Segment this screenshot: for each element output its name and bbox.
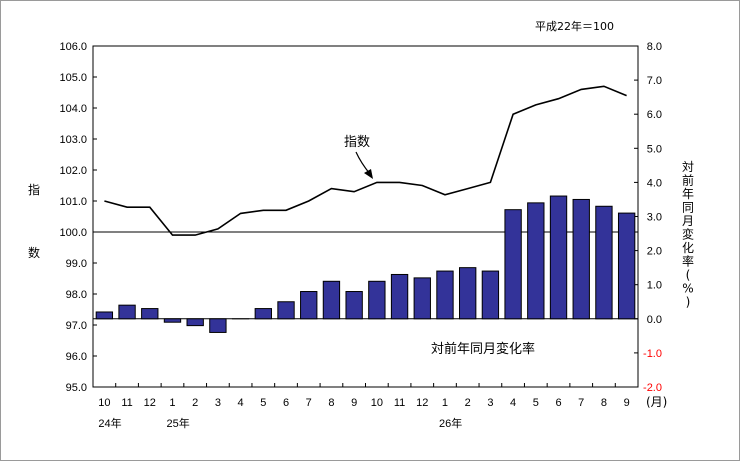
x-tick-label: 7 [306, 397, 312, 409]
bar [413, 277, 431, 320]
bar [141, 308, 159, 320]
x-tick-label: 4 [238, 397, 244, 409]
index-annotation: 指数 [344, 135, 370, 150]
right-tick-label: -2.0 [643, 382, 662, 394]
bar [322, 280, 341, 320]
left-tick-label: 103.0 [59, 134, 87, 146]
right-axis-label-char: 化 [682, 241, 694, 255]
left-tick-label: 97.0 [66, 320, 87, 332]
right-tick-label: 7.0 [647, 75, 662, 87]
left-tick-label: 105.0 [59, 72, 87, 84]
x-tick-label: 6 [283, 397, 289, 409]
right-axis-label-char: 率 [682, 254, 694, 269]
bar [277, 301, 295, 320]
index-line [104, 85, 627, 236]
x-tick-label: 1 [442, 397, 448, 409]
left-tick-label: 102.0 [59, 165, 87, 177]
x-tick-label: 2 [465, 397, 471, 409]
x-tick-label: 4 [510, 397, 516, 409]
month-unit-label: (月) [646, 395, 667, 409]
bars-series [95, 195, 636, 333]
labels: 95.096.097.098.099.0100.0101.0102.0103.0… [28, 41, 694, 430]
left-tick-label: 96.0 [66, 351, 87, 363]
bar [390, 273, 409, 320]
right-axis-label-char: 月 [682, 214, 694, 228]
right-axis-label-char: 前 [682, 173, 694, 188]
left-tick-label: 106.0 [59, 41, 87, 53]
annotation-arrowhead [364, 169, 373, 179]
bar [186, 318, 204, 327]
x-tick-label: 2 [192, 397, 198, 409]
right-axis-label-char: 対 [682, 160, 694, 174]
bar [617, 212, 636, 320]
x-tick-label: 9 [624, 397, 630, 409]
bar [481, 270, 500, 320]
bar [572, 198, 590, 320]
base-year-note: 平成22年＝100 [535, 20, 614, 33]
bar [368, 280, 386, 320]
x-tick-label: 5 [533, 397, 539, 409]
year-label: 26年 [439, 416, 462, 430]
left-axis-label-char: 指 [28, 182, 40, 197]
right-tick-label: 5.0 [647, 143, 662, 155]
bar [549, 195, 568, 320]
x-tick-label: 1 [169, 397, 175, 409]
right-tick-label: 3.0 [647, 212, 662, 224]
right-tick-label: 6.0 [647, 109, 662, 121]
x-tick-label: 6 [555, 397, 561, 409]
right-tick-label: -1.0 [643, 348, 662, 360]
x-tick-label: 10 [371, 397, 383, 409]
bar [163, 318, 182, 323]
right-axis-label-char: 変 [682, 227, 694, 242]
bar [300, 291, 318, 320]
bar [595, 205, 613, 320]
x-tick-label: 9 [351, 397, 357, 409]
left-tick-label: 95.0 [66, 382, 87, 394]
right-tick-label: 4.0 [647, 177, 662, 189]
right-axis-label-char: ) [686, 295, 691, 309]
left-tick-label: 101.0 [59, 196, 87, 208]
left-tick-label: 104.0 [59, 103, 87, 115]
year-label: 24年 [98, 416, 121, 430]
x-tick-label: 3 [487, 397, 493, 409]
right-tick-label: 0.0 [647, 314, 662, 326]
bar [209, 318, 227, 333]
x-tick-label: 11 [121, 397, 132, 409]
right-axis-label-char: 年 [682, 187, 694, 201]
bar [118, 304, 136, 320]
right-axis-label-char: ( [686, 268, 691, 282]
change-annotation: 対前年同月変化率 [431, 341, 535, 357]
axes [92, 45, 639, 388]
bar [95, 311, 114, 320]
left-tick-label: 98.0 [66, 289, 87, 301]
bar [436, 270, 454, 320]
x-tick-label: 8 [328, 397, 334, 409]
x-tick-label: 5 [260, 397, 266, 409]
left-axis-label-char: 数 [28, 245, 40, 260]
left-tick-label: 99.0 [66, 258, 87, 270]
bar [527, 202, 545, 320]
bar [459, 267, 477, 320]
right-tick-label: 8.0 [647, 41, 662, 53]
line-series [104, 85, 627, 236]
right-tick-label: 1.0 [647, 280, 662, 292]
right-axis-label-char: 同 [682, 201, 694, 215]
bar [254, 308, 272, 320]
x-tick-label: 10 [98, 397, 110, 409]
x-tick-label: 8 [601, 397, 607, 409]
x-tick-label: 12 [416, 397, 428, 409]
x-tick-label: 12 [144, 397, 156, 409]
annotation-arrow [355, 151, 371, 175]
right-axis-label-char: % [682, 282, 693, 296]
x-tick-label: 3 [215, 397, 221, 409]
bar [345, 291, 363, 320]
bar [504, 209, 522, 320]
x-tick-label: 11 [394, 397, 405, 409]
year-label: 25年 [166, 416, 189, 430]
right-tick-label: 2.0 [647, 246, 662, 258]
left-tick-label: 100.0 [59, 227, 87, 239]
x-tick-label: 7 [578, 397, 584, 409]
